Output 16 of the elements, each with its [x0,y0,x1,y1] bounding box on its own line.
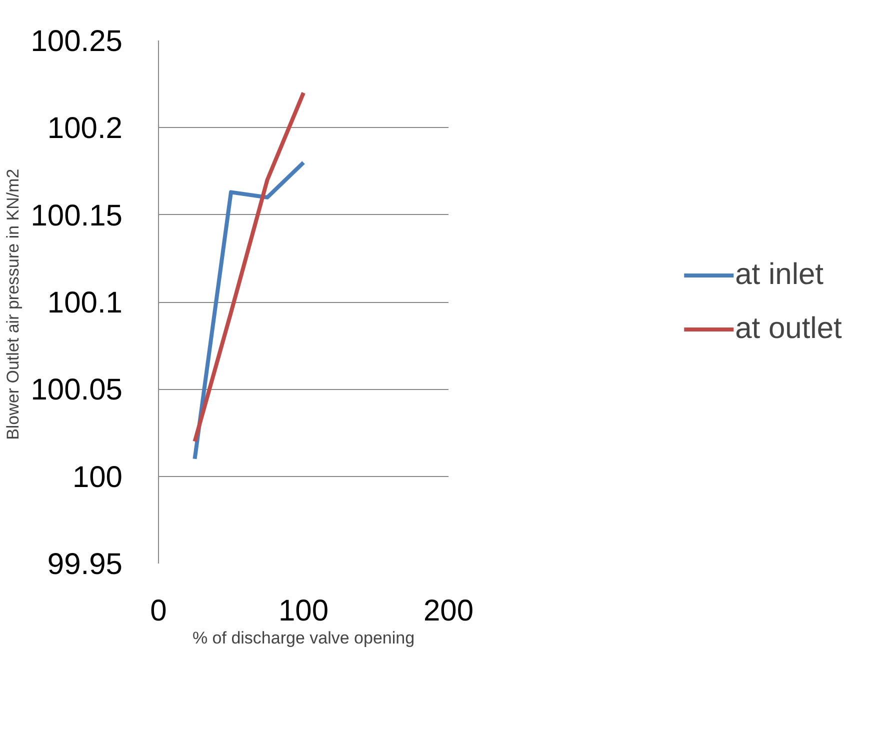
y-tick-label: 100 [72,460,123,494]
y-axis-title: Blower Outlet air pressure in KN/m2 [4,168,23,440]
y-tick-label: 100.1 [47,286,123,320]
y-tick-label: 100.15 [30,199,123,232]
line-series [192,90,306,444]
y-tick-label: 99.95 [47,548,123,581]
line-series [192,160,306,461]
legend-label: at inlet [735,258,824,292]
legend-label: at outlet [735,312,842,346]
x-tick-label: 200 [423,594,474,628]
y-tick-label: 100.05 [30,374,123,407]
x-tick-label: 100 [278,594,329,628]
x-axis-title: % of discharge valve opening [192,628,415,648]
y-tick-label: 100.2 [47,112,123,146]
x-tick-label: 0 [150,594,167,628]
y-tick-label: 100.25 [30,25,123,58]
